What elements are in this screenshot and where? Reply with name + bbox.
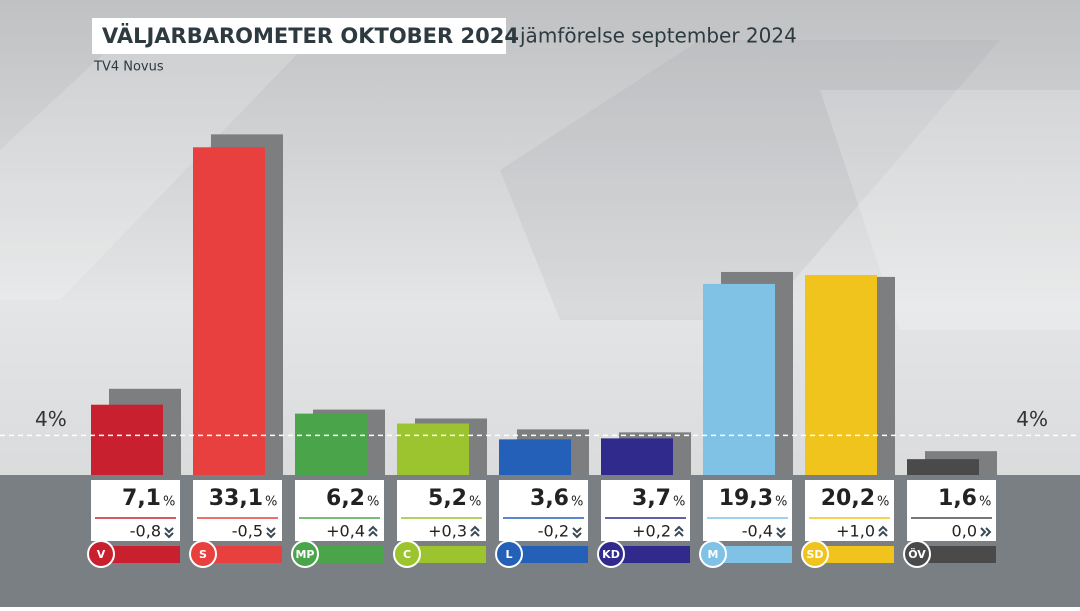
unit-label: % [469, 495, 481, 510]
party-strip [809, 546, 894, 563]
value-label: 3,7 [632, 486, 671, 511]
value-label: 20,2 [821, 486, 875, 511]
party-strip [503, 546, 588, 563]
label-box [907, 480, 996, 541]
unit-label: % [163, 495, 175, 510]
chart-title: VÄLJARBAROMETER OKTOBER 2024 [102, 23, 519, 48]
value-number: 3,7 [632, 486, 671, 511]
subtitle: jämförelse september 2024 [519, 24, 797, 48]
change-arrow [776, 527, 786, 539]
party-strip [197, 546, 282, 563]
decor [500, 40, 1000, 320]
change-label: -0,4 [742, 522, 773, 541]
label-box [499, 480, 588, 541]
party-label: C [403, 548, 411, 561]
party-label: SD [806, 548, 823, 561]
bar [295, 413, 367, 475]
unit-label: % [367, 495, 379, 510]
party-badge [291, 540, 319, 568]
party-strip [707, 546, 792, 563]
value-number: 5,2 [428, 486, 467, 511]
party-badge [699, 540, 727, 568]
party-strip [95, 546, 180, 563]
party-label: MP [295, 548, 314, 561]
change-label: +0,4 [326, 522, 365, 541]
unit-label: % [979, 495, 991, 510]
value-label: 7,1 [122, 486, 161, 511]
unit-label: % [673, 495, 685, 510]
bar [91, 404, 163, 475]
change-arrow [368, 525, 378, 537]
change-arrow [980, 527, 992, 537]
value-number: 3,6 [530, 486, 569, 511]
change-arrow [164, 527, 174, 539]
value-number: 19,3 [719, 486, 773, 511]
party-badge [189, 540, 217, 568]
bar [907, 459, 979, 475]
party-badge [393, 540, 421, 568]
value-label: 3,6 [530, 486, 569, 511]
unit-label: % [877, 495, 889, 510]
change-label: 0,0 [952, 522, 977, 541]
party-label: V [97, 548, 106, 561]
unit-label: % [775, 495, 787, 510]
party-strip [605, 546, 690, 563]
value-number: 1,6 [938, 486, 977, 511]
party-badge [801, 540, 829, 568]
bar [499, 439, 571, 475]
value-number: 33,1 [209, 486, 263, 511]
party-strip [299, 546, 384, 563]
threshold-label: 4% [35, 407, 67, 431]
party-strip [401, 546, 486, 563]
value-number: 6,2 [326, 486, 365, 511]
change-arrow [572, 527, 582, 539]
party-badge [87, 540, 115, 568]
unit-label: % [265, 495, 277, 510]
party-label: KD [602, 548, 620, 561]
value-label: 6,2 [326, 486, 365, 511]
bar [397, 423, 469, 475]
label-box [91, 480, 180, 541]
change-label: -0,8 [130, 522, 161, 541]
change-label: -0,5 [232, 522, 263, 541]
threshold-label: 4% [1016, 407, 1048, 431]
party-label: L [505, 548, 512, 561]
party-badge [495, 540, 523, 568]
change-label: +0,2 [632, 522, 671, 541]
party-badge [597, 540, 625, 568]
value-label: 1,6 [938, 486, 977, 511]
label-box [703, 480, 792, 541]
decor [820, 90, 1080, 330]
value-number: 7,1 [122, 486, 161, 511]
value-label: 19,3 [719, 486, 773, 511]
party-badge [903, 540, 931, 568]
change-label: +0,3 [428, 522, 467, 541]
label-box [193, 480, 282, 541]
change-arrow [470, 525, 480, 537]
decor [0, 20, 330, 300]
bar [193, 147, 265, 475]
change-arrow [266, 527, 276, 539]
party-strip [911, 546, 996, 563]
bar [805, 275, 877, 475]
party-label: S [199, 548, 207, 561]
value-label: 33,1 [209, 486, 263, 511]
change-label: -0,2 [538, 522, 569, 541]
bar [601, 438, 673, 475]
value-label: 5,2 [428, 486, 467, 511]
change-arrow [674, 525, 684, 537]
title-box [92, 18, 506, 54]
source: TV4 Novus [93, 60, 164, 75]
change-arrow [878, 525, 888, 537]
change-label: +1,0 [836, 522, 875, 541]
value-number: 20,2 [821, 486, 875, 511]
party-label: M [708, 548, 719, 561]
party-label: ÖV [908, 547, 926, 561]
unit-label: % [571, 495, 583, 510]
bar [703, 283, 775, 475]
